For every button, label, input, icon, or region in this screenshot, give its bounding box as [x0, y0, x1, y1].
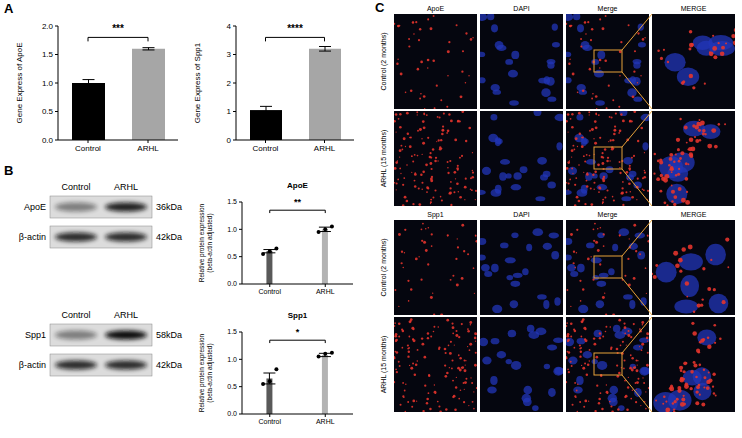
- svg-text:Control (2 months): Control (2 months): [380, 33, 388, 91]
- svg-text:ARHL: ARHL: [114, 310, 138, 320]
- svg-text:1.5: 1.5: [42, 50, 54, 59]
- svg-text:1.5: 1.5: [227, 198, 237, 205]
- svg-text:2: 2: [227, 79, 232, 88]
- svg-text:β-actin: β-actin: [19, 232, 46, 242]
- svg-text:ApoE: ApoE: [427, 5, 444, 13]
- svg-text:58kDa: 58kDa: [156, 330, 182, 340]
- svg-text:3: 3: [227, 50, 232, 59]
- svg-text:0.5: 0.5: [42, 107, 54, 116]
- svg-text:MERGE: MERGE: [681, 5, 707, 12]
- svg-text:Relative protein expression(be: Relative protein expression(beta-actin a…: [198, 333, 214, 412]
- svg-text:ARHL: ARHL: [137, 144, 159, 153]
- svg-text:36kDa: 36kDa: [156, 202, 182, 212]
- svg-text:Control: Control: [258, 418, 281, 425]
- svg-text:Gene Express of ApoE: Gene Express of ApoE: [15, 43, 24, 124]
- svg-text:Merge: Merge: [598, 211, 618, 219]
- svg-text:ARHL (15 months): ARHL (15 months): [380, 336, 388, 394]
- svg-text:Spp1: Spp1: [427, 211, 443, 219]
- svg-text:Control: Control: [61, 310, 90, 320]
- svg-text:1.0: 1.0: [227, 226, 237, 233]
- svg-text:β-actin: β-actin: [19, 360, 46, 370]
- svg-text:Control: Control: [258, 288, 281, 295]
- svg-text:DAPI: DAPI: [513, 5, 529, 12]
- svg-text:42kDa: 42kDa: [156, 232, 182, 242]
- svg-text:ARHL: ARHL: [114, 182, 138, 192]
- svg-text:0.5: 0.5: [227, 253, 237, 260]
- html-text:B: B: [4, 163, 14, 178]
- svg-text:*: *: [296, 327, 300, 337]
- svg-text:2.0: 2.0: [42, 22, 54, 31]
- html-text:ApoE: ApoE: [287, 181, 308, 190]
- html-text:C: C: [375, 0, 385, 15]
- svg-text:ARHL: ARHL: [314, 144, 336, 153]
- svg-text:Spp1: Spp1: [25, 330, 46, 340]
- svg-text:ARHL: ARHL: [316, 288, 335, 295]
- svg-text:0.0: 0.0: [42, 136, 54, 145]
- svg-text:1.0: 1.0: [42, 79, 54, 88]
- svg-text:1: 1: [227, 107, 232, 116]
- svg-text:42kDa: 42kDa: [156, 360, 182, 370]
- svg-text:MERGE: MERGE: [681, 211, 707, 218]
- svg-text:0: 0: [227, 136, 232, 145]
- svg-text:Gene Express of Spp1: Gene Express of Spp1: [193, 42, 202, 123]
- svg-text:0.5: 0.5: [227, 383, 237, 390]
- svg-text:***: ***: [112, 23, 124, 34]
- svg-text:****: ****: [287, 23, 303, 34]
- svg-text:Control: Control: [61, 182, 90, 192]
- svg-text:ARHL (15 months): ARHL (15 months): [380, 130, 388, 188]
- svg-text:Control: Control: [75, 144, 101, 153]
- svg-text:DAPI: DAPI: [513, 211, 529, 218]
- svg-text:0.0: 0.0: [227, 280, 237, 287]
- html-text:Spp1: Spp1: [287, 311, 308, 320]
- html-text:A: A: [4, 1, 14, 16]
- svg-text:Merge: Merge: [598, 5, 618, 13]
- svg-text:**: **: [294, 197, 302, 207]
- svg-text:ApoE: ApoE: [24, 202, 46, 212]
- svg-text:1.0: 1.0: [227, 356, 237, 363]
- svg-text:Control (2 months): Control (2 months): [380, 239, 388, 297]
- svg-text:1.5: 1.5: [227, 328, 237, 335]
- svg-text:ARHL: ARHL: [316, 418, 335, 425]
- svg-text:4: 4: [227, 22, 232, 31]
- svg-text:Relative protein expression(be: Relative protein expression(beta-actin a…: [198, 203, 214, 282]
- svg-text:0.0: 0.0: [227, 410, 237, 417]
- svg-text:Control: Control: [253, 144, 279, 153]
